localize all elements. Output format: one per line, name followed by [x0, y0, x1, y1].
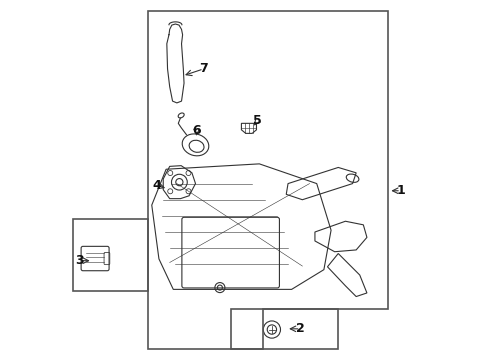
- Text: 4: 4: [153, 179, 162, 192]
- Text: 7: 7: [199, 62, 208, 75]
- Text: 2: 2: [296, 322, 305, 335]
- Text: 1: 1: [396, 184, 405, 197]
- Text: 3: 3: [75, 254, 84, 267]
- Text: 5: 5: [253, 114, 262, 127]
- Text: 6: 6: [192, 124, 201, 137]
